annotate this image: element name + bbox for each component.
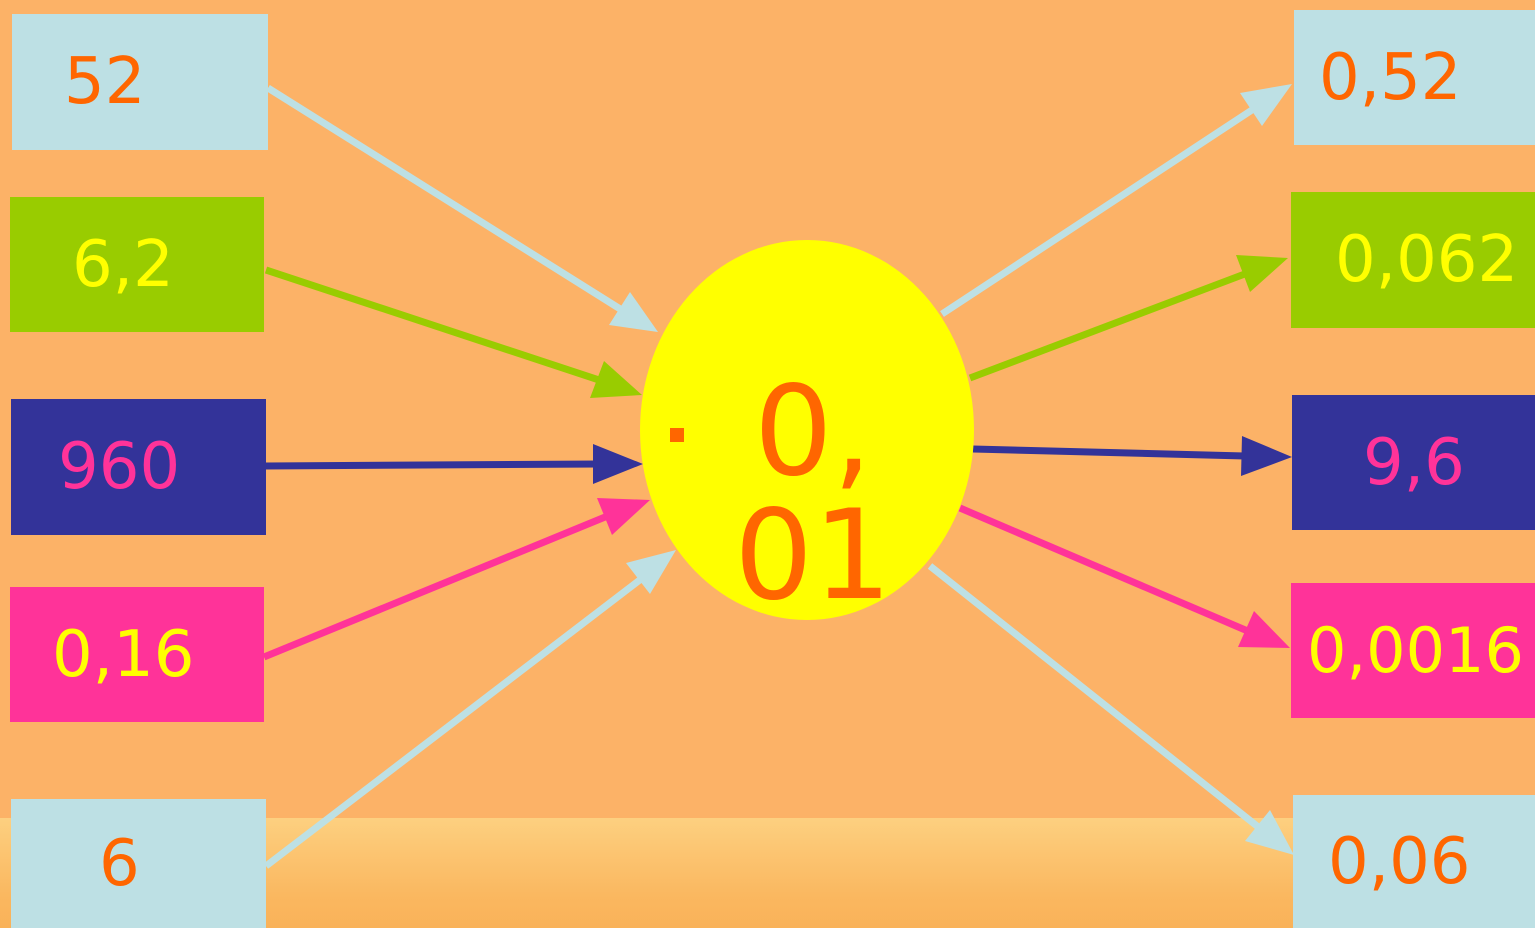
output-value: 0,0016: [1307, 613, 1524, 687]
input-box-0-16: 0,16: [10, 587, 264, 722]
input-value: 6,2: [72, 227, 174, 302]
input-box-52: 52: [12, 14, 268, 150]
input-box-960: 960: [11, 399, 266, 535]
input-value: 6: [99, 826, 140, 901]
output-box-0-0016: 0,0016: [1291, 583, 1535, 718]
output-box-0-062: 0,062: [1291, 192, 1535, 328]
arrow-0-16-to-operator: [262, 498, 650, 661]
output-box-9-6: 9,6: [1292, 395, 1535, 530]
arrow-operator-to-0-06: [927, 563, 1294, 855]
input-box-6: 6: [11, 799, 266, 928]
output-value: 0,06: [1328, 824, 1471, 899]
operator-value: 0,01: [734, 360, 892, 628]
input-value: 0,16: [52, 617, 195, 692]
arrow-operator-to-0-0016: [958, 504, 1290, 648]
arrow-52-to-operator: [266, 85, 658, 332]
arrow-6-2-to-operator: [264, 266, 642, 398]
input-value: 52: [64, 45, 146, 119]
output-value: 9,6: [1363, 425, 1465, 500]
input-value: 960: [58, 430, 181, 504]
arrow-operator-to-0-062: [968, 255, 1288, 382]
output-box-0-52: 0,52: [1294, 10, 1535, 145]
output-box-0-06: 0,06: [1293, 795, 1535, 928]
output-value: 0,52: [1319, 40, 1462, 115]
arrow-operator-to-0-52: [940, 84, 1292, 317]
multiply-dot: [670, 428, 684, 442]
arrow-6-to-operator: [263, 550, 676, 869]
operator-circle: [640, 240, 974, 620]
output-value: 0,062: [1335, 223, 1519, 297]
arrow-960-to-operator: [265, 444, 643, 484]
input-box-6-2: 6,2: [10, 197, 264, 332]
arrow-operator-to-9-6: [972, 436, 1292, 476]
